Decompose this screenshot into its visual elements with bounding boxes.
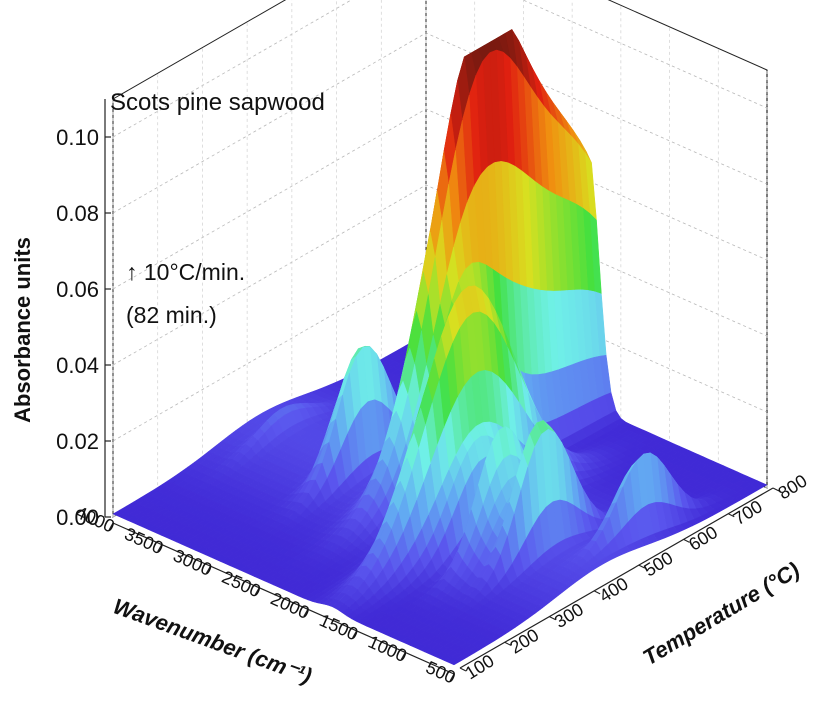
z-axis-label: Absorbance units: [10, 237, 35, 423]
y-tick-label: 400: [596, 573, 632, 606]
z-tick-label: 0.08: [56, 201, 99, 226]
y-tick: [683, 538, 690, 543]
x-tick: [108, 522, 114, 531]
z-grid-line: [112, 0, 768, 138]
y-axis-line: [459, 487, 774, 669]
surface-cell: [448, 658, 462, 666]
x-axis-line: [112, 522, 455, 675]
z-tick-label: 0.02: [56, 429, 99, 454]
x-tick: [303, 609, 309, 617]
y-tick: [728, 513, 735, 518]
x-tick: [157, 544, 163, 552]
y-tick: [638, 564, 646, 569]
y-tick: [593, 590, 601, 595]
x-tick: [205, 565, 211, 574]
z-tick-label: 0.04: [56, 353, 99, 378]
z-tick-label: 0.10: [56, 125, 99, 150]
x-tick: [449, 673, 455, 682]
y-tick: [772, 487, 780, 492]
surface-plot: [112, 28, 768, 666]
y-tick: [459, 667, 467, 672]
x-tick: [254, 587, 260, 595]
y-axis-label: Temperature (°C): [638, 557, 803, 670]
chart-title: Scots pine sapwood: [110, 89, 325, 116]
y-tick: [504, 641, 511, 646]
x-tick: [400, 652, 406, 660]
y-tick: [549, 616, 556, 621]
annotation-rate: ↑ 10°C/min.: [126, 259, 245, 285]
x-tick: [352, 630, 358, 639]
z-tick-label: 0.06: [56, 277, 99, 302]
y-tick-label: 500: [640, 548, 676, 581]
z-grid-line: [112, 32, 768, 214]
y-tick-label: 300: [551, 599, 587, 632]
annotation-duration: (82 min.): [126, 302, 217, 328]
z-tick-label: 0.00: [56, 505, 99, 530]
y-tick-label: 800: [775, 471, 811, 504]
